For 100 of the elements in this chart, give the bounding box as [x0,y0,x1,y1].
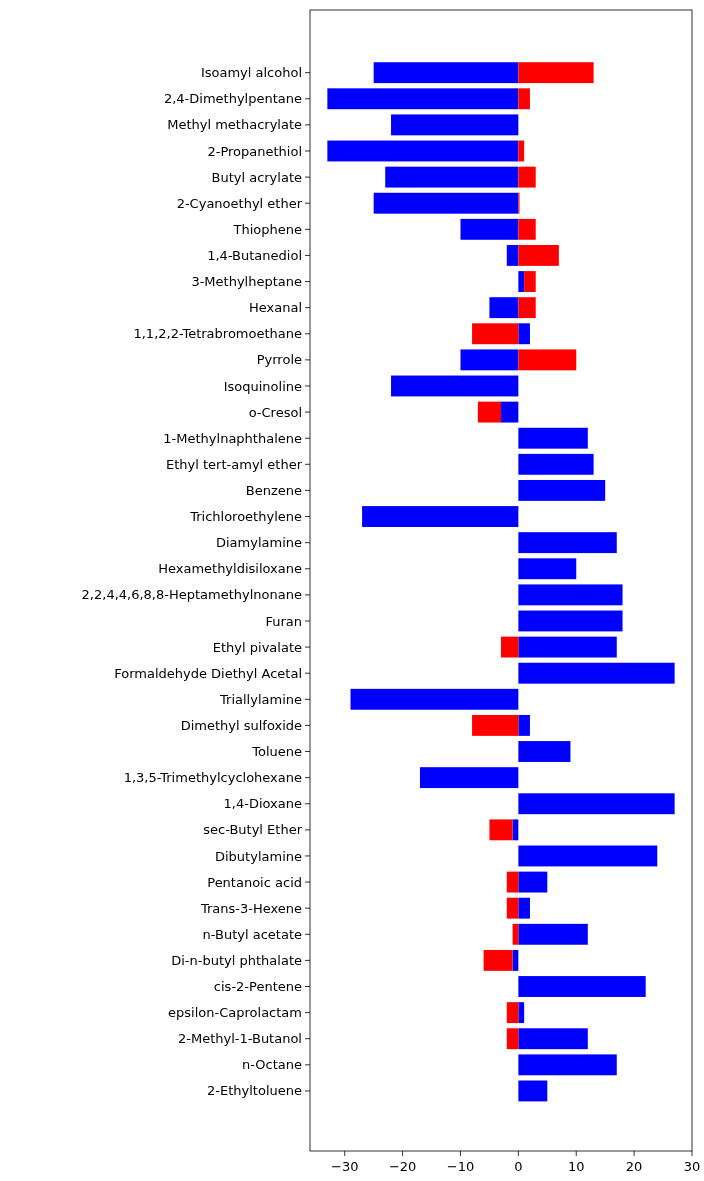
bar [518,636,617,658]
bar [518,662,675,684]
y-tick-label: Diamylamine [215,535,302,551]
y-tick-label: 3-Methylheptane [191,274,302,290]
x-tick-label: 0 [514,1159,523,1174]
y-tick-label: Thiophene [232,221,302,237]
y-tick-label: cis-2-Pentene [213,979,302,995]
bar [489,297,519,319]
bar [472,323,519,345]
bar [518,897,530,919]
y-tick-label: 1-Methylnaphthalene [163,430,302,446]
bar [518,558,577,580]
bar [518,923,588,945]
bar [391,375,519,397]
bar [483,949,513,971]
y-tick-label: Pentanoic acid [207,874,302,890]
x-tick-label: −20 [388,1159,417,1174]
y-tick-label: Ethyl tert-amyl ether [166,456,303,472]
bar [477,401,501,423]
bar [518,166,536,188]
bar [518,244,559,266]
x-tick-label: −30 [331,1159,359,1174]
bar [518,323,530,345]
bar [518,1054,617,1076]
bar [362,506,519,527]
bar [518,297,536,319]
bar [501,401,519,423]
bar [472,714,519,736]
x-tick-label: 30 [683,1159,701,1174]
bar [518,871,548,893]
bar [506,244,519,266]
y-tick-label: Hexanal [248,300,302,316]
bar [373,192,519,214]
bar [518,714,530,736]
y-tick-label: 1,4-Butanediol [207,247,302,263]
bar [460,349,519,371]
y-tick-label: Pyrrole [256,352,302,368]
bar [518,1028,588,1050]
y-tick-label: Trichloroethylene [189,509,302,525]
bar [518,584,623,606]
bar [506,897,519,919]
bar [518,453,594,475]
bar [489,819,513,841]
y-tick-label: Triallylamine [219,691,302,707]
bar [506,1028,519,1050]
bar [518,349,577,371]
bar [350,688,519,710]
bar [506,871,519,893]
y-tick-label: Isoamyl alcohol [200,65,302,81]
y-tick-label: n-Butyl acetate [202,926,302,942]
x-tick-label: −10 [446,1159,475,1174]
bar [518,140,525,162]
bar [518,427,588,449]
y-tick-label: Benzene [245,482,302,498]
bar [518,271,525,292]
bar [518,793,675,815]
y-tick-label: Butyl acrylate [211,169,302,185]
bar [460,218,519,240]
y-tick-label: 2-Ethyltoluene [207,1083,302,1099]
bar [518,1002,525,1024]
y-tick-label: 2-Cyanoethyl ether [176,195,303,211]
y-tick-label: Di-n-butyl phthalate [171,952,302,968]
y-tick-label: Isoquinoline [223,378,302,394]
y-tick-label: 2-Methyl-1-Butanol [177,1031,302,1047]
y-tick-label: Methyl methacrylate [167,117,302,133]
y-tick-label: 2,4-Dimethylpentane [163,91,302,107]
y-tick-label: Hexamethyldisiloxane [158,561,302,577]
y-tick-label: Dibutylamine [215,848,302,864]
y-tick-label: Dimethyl sulfoxide [180,717,302,733]
bar [327,140,519,162]
bar [501,636,519,658]
bar [518,976,646,997]
bar [518,845,658,867]
y-tick-label: 2,2,4,4,6,8,8-Heptamethylnonane [81,587,302,603]
bar [518,479,606,501]
y-tick-label: Formaldehyde Diethyl Acetal [114,665,302,681]
bar [524,271,536,292]
bar [518,218,536,240]
y-tick-label: sec-Butyl Ether [203,822,303,838]
bar [518,1080,548,1102]
bar [518,741,571,762]
bar [518,88,530,110]
bar [373,62,519,84]
bar [518,532,617,554]
x-tick-label: 10 [567,1159,585,1174]
bar [518,62,594,84]
y-tick-label: n-Octane [242,1057,302,1073]
bar [385,166,519,188]
bar [327,88,519,110]
y-tick-label: Furan [265,613,302,629]
y-tick-label: 1,1,2,2-Tetrabromoethane [133,326,302,342]
x-tick-label: 20 [625,1159,643,1174]
y-tick-label: Toluene [251,744,302,760]
y-tick-label: Ethyl pivalate [212,639,302,655]
bar [518,610,623,632]
bar [506,1002,519,1024]
y-tick-label: 1,4-Dioxane [223,796,302,812]
y-tick-label: 1,3,5-Trimethylcyclohexane [123,770,302,786]
bar [391,114,519,136]
y-tick-label: o-Cresol [248,404,302,420]
